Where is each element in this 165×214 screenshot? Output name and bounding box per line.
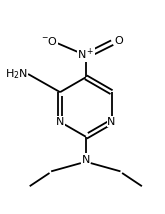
Text: N: N bbox=[56, 117, 64, 127]
Text: N$^+$: N$^+$ bbox=[77, 47, 95, 62]
Text: H$_2$N: H$_2$N bbox=[5, 67, 28, 81]
Text: N: N bbox=[107, 117, 116, 127]
Text: O: O bbox=[114, 36, 123, 46]
Text: N: N bbox=[82, 155, 90, 165]
Text: $^{-}$O: $^{-}$O bbox=[41, 35, 58, 47]
